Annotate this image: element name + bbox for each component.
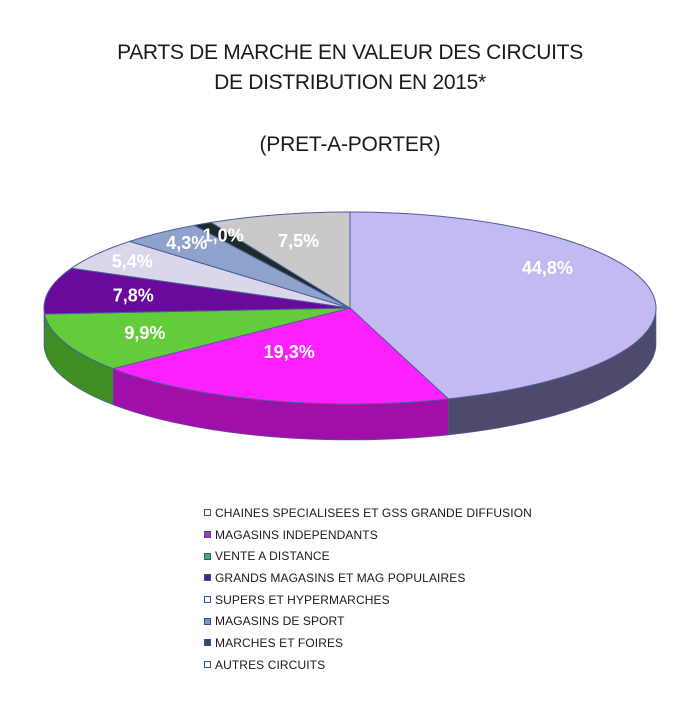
data-label-4: 5,4% <box>112 252 153 272</box>
pie-slice-2 <box>43 307 351 370</box>
legend-label-2: VENTE A DISTANCE <box>215 549 330 564</box>
legend-item-6: MARCHES ET FOIRES <box>204 632 532 654</box>
chart-title-block: PARTS DE MARCHE EN VALEUR DES CIRCUITS D… <box>0 38 700 160</box>
data-label-2: 9,9% <box>124 323 165 343</box>
data-label-7: 7,5% <box>278 231 319 251</box>
legend-swatch-5 <box>204 617 211 625</box>
legend-item-0: CHAINES SPECIALISEES ET GSS GRANDE DIFFU… <box>204 502 532 524</box>
pie-slice-1 <box>111 307 450 405</box>
legend-label-0: CHAINES SPECIALISEES ET GSS GRANDE DIFFU… <box>215 505 532 520</box>
chart-title-line-1: PARTS DE MARCHE EN VALEUR DES CIRCUITS <box>117 41 583 64</box>
pie-top-faces <box>43 211 657 405</box>
pie-slice-7 <box>209 211 351 309</box>
data-label-5: 4,3% <box>166 233 207 253</box>
legend-item-7: AUTRES CIRCUITS <box>204 654 532 676</box>
legend-label-3: GRANDS MAGASINS ET MAG POPULAIRES <box>215 570 466 585</box>
chart-legend: CHAINES SPECIALISEES ET GSS GRANDE DIFFU… <box>204 502 532 676</box>
legend-label-1: MAGASINS INDEPENDANTS <box>215 527 378 542</box>
chart-subtitle: (PRET-A-PORTER) <box>259 133 441 156</box>
legend-swatch-1 <box>204 531 211 539</box>
data-label-3: 7,8% <box>113 286 154 306</box>
pie-slice-5 <box>127 224 351 309</box>
data-label-1: 19,3% <box>264 342 315 362</box>
pie-slice-4 <box>70 240 351 309</box>
legend-label-5: MAGASINS DE SPORT <box>215 614 345 629</box>
legend-item-5: MAGASINS DE SPORT <box>204 610 532 632</box>
pie-slice-0 <box>349 211 657 400</box>
legend-item-4: SUPERS ET HYPERMARCHES <box>204 589 532 611</box>
legend-label-4: SUPERS ET HYPERMARCHES <box>215 592 390 607</box>
legend-label-6: MARCHES ET FOIRES <box>215 635 344 650</box>
pie-data-labels: 44,8% 19,3% 9,9% 7,8% 5,4% 4,3%1,0% 7,5% <box>112 226 573 362</box>
data-label-0: 44,8% <box>522 258 573 278</box>
legend-item-1: MAGASINS INDEPENDANTS <box>204 524 532 546</box>
legend-label-7: AUTRES CIRCUITS <box>215 657 326 672</box>
data-label-6: 1,0% <box>203 226 244 246</box>
chart-title-line-2: DE DISTRIBUTION EN 2015* <box>214 71 486 94</box>
legend-swatch-7 <box>204 661 211 669</box>
legend-swatch-4 <box>204 596 211 604</box>
pie-slice-3 <box>43 267 351 315</box>
legend-swatch-2 <box>204 552 211 560</box>
legend-swatch-0 <box>204 509 211 517</box>
legend-item-3: GRANDS MAGASINS ET MAG POPULAIRES <box>204 567 532 589</box>
legend-swatch-6 <box>204 639 211 647</box>
legend-item-2: VENTE A DISTANCE <box>204 545 532 567</box>
legend-swatch-3 <box>204 574 211 582</box>
